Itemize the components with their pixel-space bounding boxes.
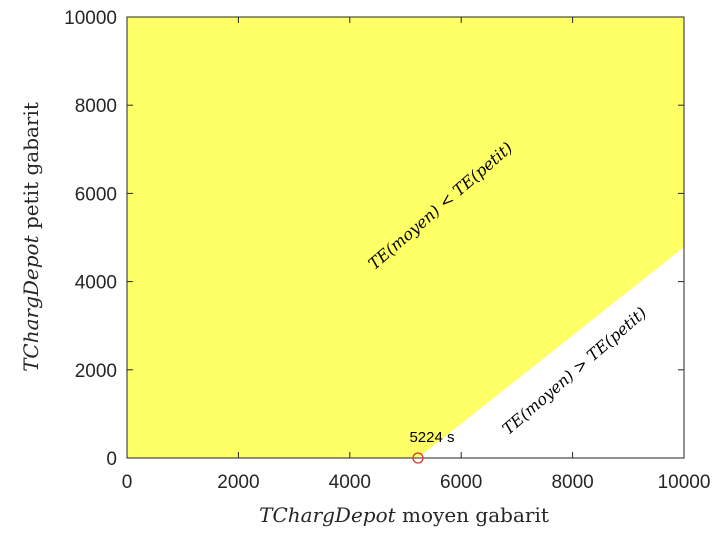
y-axis-label-math: TChargDepot	[19, 234, 43, 372]
y-tick-label: 4000	[75, 273, 117, 294]
x-tick-label: 10000	[658, 472, 711, 493]
y-tick-label: 2000	[75, 361, 117, 382]
marker-label: 5224 s	[409, 429, 454, 446]
y-axis-label: TChargDepot petit gabarit	[19, 102, 43, 372]
x-axis-label-text: moyen gabarit	[396, 503, 549, 527]
x-axis-label-math: TChargDepot	[259, 503, 397, 527]
x-axis-label: TChargDepot moyen gabarit	[259, 503, 549, 527]
y-tick-label: 8000	[75, 96, 117, 117]
x-tick-label: 8000	[551, 472, 593, 493]
x-tick-label: 6000	[440, 472, 482, 493]
x-tick-label: 0	[122, 472, 133, 493]
y-tick-label: 10000	[64, 8, 117, 29]
y-tick-label: 6000	[75, 184, 117, 205]
x-tick-label: 4000	[329, 472, 371, 493]
y-tick-label: 0	[106, 449, 117, 470]
y-axis-label-text: petit gabarit	[19, 102, 43, 235]
x-tick-label: 2000	[217, 472, 259, 493]
